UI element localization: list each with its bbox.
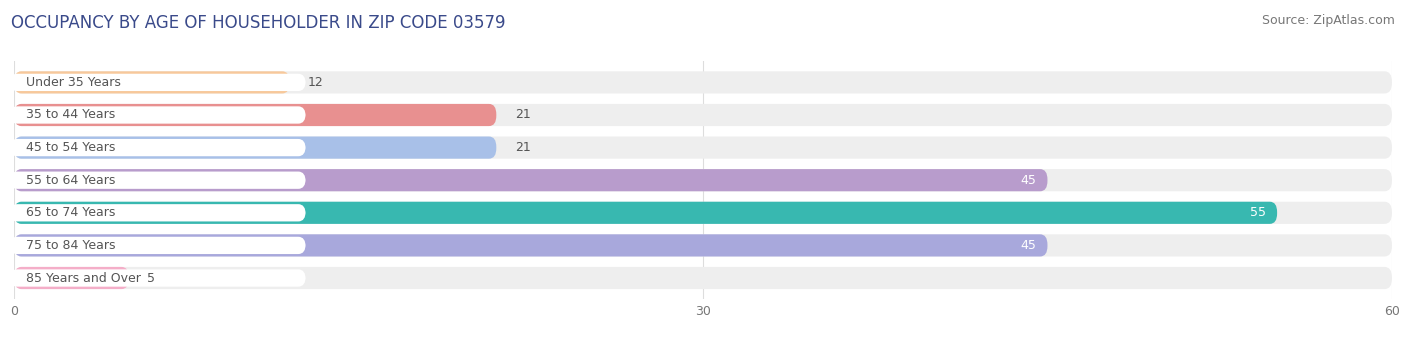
Text: 5: 5: [148, 272, 155, 285]
FancyBboxPatch shape: [14, 104, 496, 126]
FancyBboxPatch shape: [14, 234, 1047, 256]
FancyBboxPatch shape: [14, 71, 1392, 94]
Text: 65 to 74 Years: 65 to 74 Years: [25, 206, 115, 219]
Text: 55 to 64 Years: 55 to 64 Years: [25, 174, 115, 187]
FancyBboxPatch shape: [14, 202, 1277, 224]
Text: 35 to 44 Years: 35 to 44 Years: [25, 108, 115, 121]
FancyBboxPatch shape: [10, 237, 305, 254]
Text: 12: 12: [308, 76, 323, 89]
Text: 21: 21: [515, 108, 530, 121]
Text: Source: ZipAtlas.com: Source: ZipAtlas.com: [1261, 14, 1395, 27]
Text: 85 Years and Over: 85 Years and Over: [25, 272, 141, 285]
Text: 75 to 84 Years: 75 to 84 Years: [25, 239, 115, 252]
FancyBboxPatch shape: [14, 169, 1392, 191]
FancyBboxPatch shape: [10, 269, 305, 287]
FancyBboxPatch shape: [14, 202, 1392, 224]
FancyBboxPatch shape: [14, 137, 1392, 159]
FancyBboxPatch shape: [14, 137, 496, 159]
Text: Under 35 Years: Under 35 Years: [25, 76, 121, 89]
FancyBboxPatch shape: [14, 104, 1392, 126]
FancyBboxPatch shape: [14, 267, 1392, 289]
FancyBboxPatch shape: [10, 106, 305, 124]
FancyBboxPatch shape: [14, 234, 1392, 256]
FancyBboxPatch shape: [14, 169, 1047, 191]
Text: 45: 45: [1021, 174, 1036, 187]
FancyBboxPatch shape: [10, 204, 305, 221]
FancyBboxPatch shape: [10, 139, 305, 156]
FancyBboxPatch shape: [14, 71, 290, 94]
FancyBboxPatch shape: [10, 74, 305, 91]
Text: OCCUPANCY BY AGE OF HOUSEHOLDER IN ZIP CODE 03579: OCCUPANCY BY AGE OF HOUSEHOLDER IN ZIP C…: [11, 14, 506, 32]
Text: 45: 45: [1021, 239, 1036, 252]
FancyBboxPatch shape: [10, 172, 305, 189]
FancyBboxPatch shape: [14, 267, 129, 289]
Text: 55: 55: [1250, 206, 1265, 219]
Text: 21: 21: [515, 141, 530, 154]
Text: 45 to 54 Years: 45 to 54 Years: [25, 141, 115, 154]
